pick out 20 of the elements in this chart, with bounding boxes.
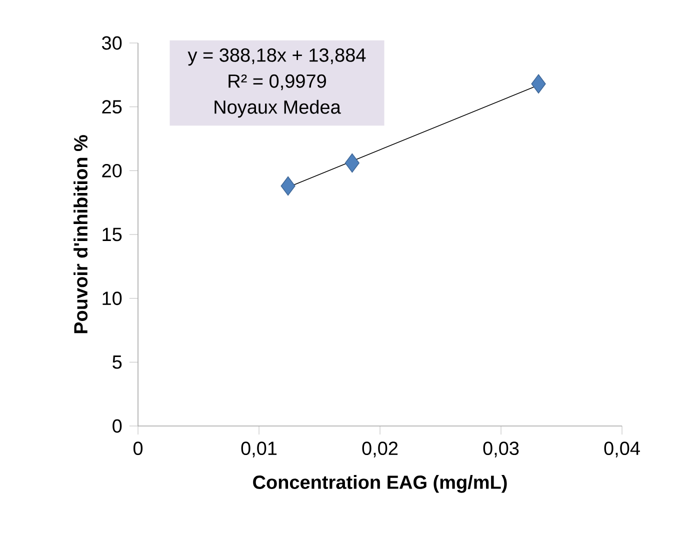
y-tick-label: 10: [102, 292, 122, 306]
x-tick-label: 0,03: [483, 442, 519, 458]
y-tick-label: 15: [102, 228, 122, 242]
x-tick-label: 0,04: [604, 442, 640, 458]
x-tick-label: 0,01: [241, 442, 277, 458]
y-tick-label: 0: [112, 419, 122, 433]
point: [280, 176, 296, 196]
y-tick-label: 25: [102, 100, 122, 114]
x-tick-label: 0,02: [362, 442, 398, 458]
point: [344, 153, 360, 173]
x-axis-title: Concentration EAG (mg/mL): [253, 475, 507, 493]
annotation: R² = 0,9979: [228, 74, 326, 90]
x-tick-label: 0: [133, 442, 143, 456]
point: [531, 74, 546, 94]
y-tick-label: 5: [112, 356, 122, 369]
y-tick-label: 20: [102, 164, 122, 178]
annotation: y = 388,18x + 13,884: [188, 48, 366, 66]
y-tick-label: 30: [102, 36, 122, 50]
annotation: Noyaux Medea: [214, 100, 341, 118]
y-axis-title: Pouvoir d'inhibition %: [74, 135, 88, 334]
